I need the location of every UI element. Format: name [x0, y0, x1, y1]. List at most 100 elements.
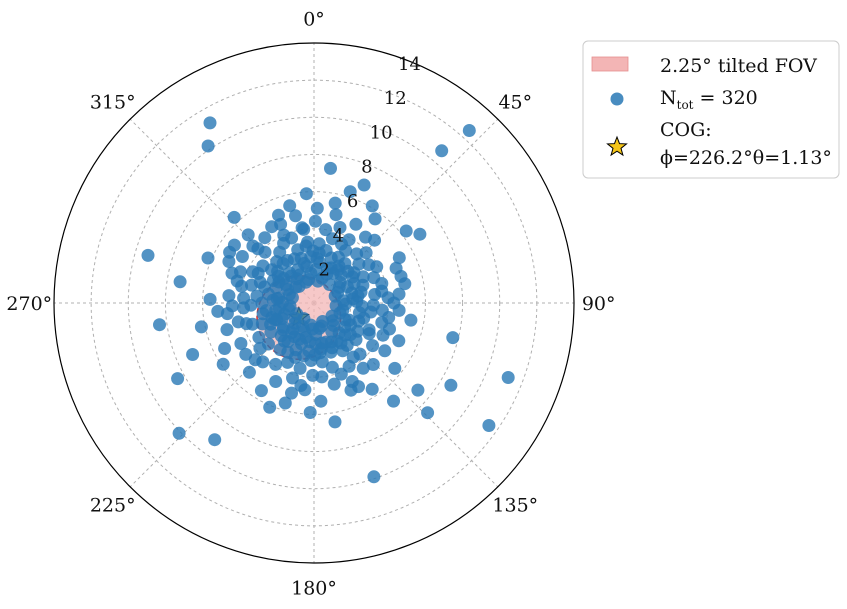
data-point — [203, 292, 217, 306]
data-point — [365, 382, 379, 396]
data-point — [349, 217, 363, 231]
data-point — [246, 239, 260, 253]
data-point — [323, 278, 336, 291]
data-point — [357, 311, 371, 325]
angle-tick-label: 270° — [6, 293, 52, 315]
data-point — [351, 289, 365, 303]
data-point — [302, 344, 316, 358]
legend-points-label-main: N — [660, 87, 677, 109]
data-point — [286, 371, 299, 385]
data-point — [314, 342, 328, 356]
data-point — [283, 199, 297, 213]
data-point — [340, 338, 354, 352]
data-point — [366, 339, 380, 353]
radial-tick-label: 4 — [333, 225, 344, 246]
legend-fov-patch — [591, 56, 629, 72]
data-point — [324, 161, 337, 175]
data-point — [446, 331, 460, 345]
data-point — [331, 285, 345, 299]
data-point — [269, 281, 283, 295]
angle-tick-label: 135° — [492, 494, 538, 516]
data-point — [220, 323, 234, 337]
data-point — [342, 313, 356, 327]
data-point — [325, 232, 339, 246]
data-point — [314, 394, 328, 408]
data-point — [248, 353, 262, 367]
data-point — [411, 383, 425, 397]
data-point — [258, 245, 272, 259]
data-point — [343, 185, 357, 199]
data-point — [262, 337, 275, 351]
data-point — [171, 372, 185, 386]
data-point — [153, 318, 166, 332]
data-point — [203, 116, 217, 130]
data-point — [141, 248, 155, 262]
radial-tick-label: 14 — [398, 54, 421, 75]
data-point — [328, 415, 342, 429]
data-point — [381, 291, 395, 305]
data-point — [240, 317, 253, 331]
data-point — [319, 223, 333, 237]
data-point — [325, 360, 339, 374]
data-point — [225, 299, 239, 313]
radial-gridline — [127, 116, 501, 490]
data-point — [367, 470, 381, 484]
data-point — [201, 251, 215, 265]
data-point — [327, 318, 340, 332]
data-point — [254, 384, 268, 398]
legend-points-label-rest: = 320 — [694, 87, 758, 109]
data-point — [235, 279, 249, 293]
angle-tick-label: 315° — [90, 92, 136, 114]
data-point — [278, 396, 292, 410]
data-point — [331, 250, 345, 264]
data-point — [303, 406, 317, 419]
data-point — [242, 365, 256, 379]
data-point — [353, 347, 367, 361]
data-point — [298, 383, 312, 397]
data-point — [320, 261, 334, 275]
data-point — [208, 433, 222, 447]
legend-fov-label: 2.25° tilted FOV — [660, 55, 817, 77]
angle-tick-label: 90° — [582, 293, 616, 315]
data-point — [258, 231, 272, 245]
data-point — [252, 330, 266, 344]
data-point — [251, 266, 265, 280]
data-point — [222, 289, 236, 303]
data-point — [346, 270, 359, 284]
data-point — [244, 298, 258, 312]
data-point — [366, 358, 380, 371]
legend-star-icon — [606, 135, 628, 157]
data-point — [245, 278, 258, 292]
data-point — [378, 344, 392, 358]
data-point — [285, 386, 298, 400]
data-point — [310, 201, 324, 215]
data-point — [501, 371, 515, 384]
data-point — [388, 361, 402, 375]
data-point — [308, 214, 322, 228]
data-point — [399, 224, 413, 238]
data-point — [293, 361, 307, 375]
data-point — [288, 350, 302, 364]
data-point — [250, 289, 264, 303]
data-point — [376, 328, 390, 342]
data-point — [327, 377, 341, 391]
data-point — [239, 347, 253, 361]
data-point — [234, 337, 248, 350]
legend-points-label: Ntot = 320 — [660, 87, 758, 112]
data-point — [343, 328, 357, 342]
legend-cog-label-line1: COG: — [660, 119, 712, 141]
data-point — [357, 178, 371, 192]
legend-box — [582, 40, 840, 179]
data-point — [265, 220, 279, 234]
data-point — [277, 228, 291, 242]
data-point — [350, 247, 364, 261]
data-point — [368, 233, 382, 247]
data-point — [263, 400, 277, 414]
data-point — [235, 250, 249, 263]
data-point — [356, 361, 370, 375]
data-point — [269, 357, 283, 371]
data-point — [201, 139, 215, 153]
data-point — [325, 341, 339, 355]
data-point — [359, 246, 373, 260]
